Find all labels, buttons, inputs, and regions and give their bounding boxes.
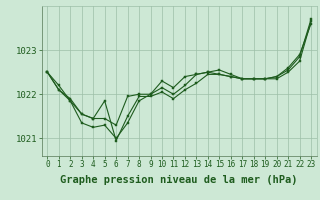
X-axis label: Graphe pression niveau de la mer (hPa): Graphe pression niveau de la mer (hPa): [60, 175, 298, 185]
